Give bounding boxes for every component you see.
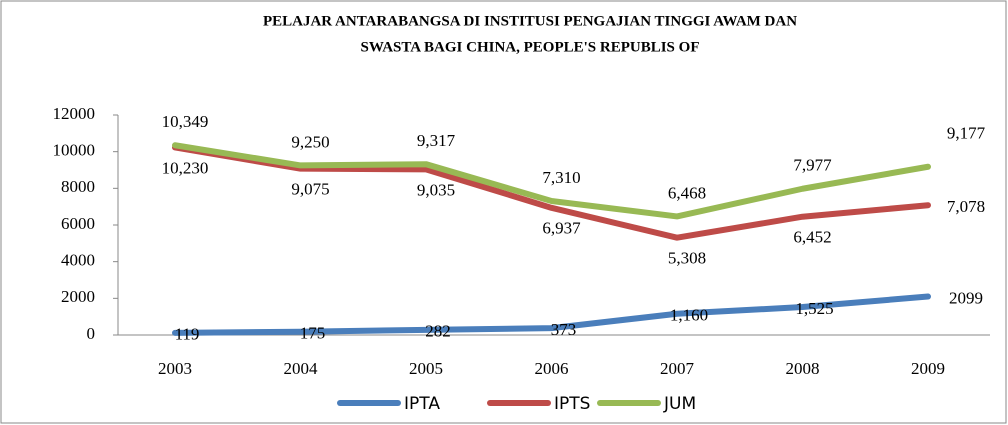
series-line [172,293,931,336]
data-label: 7,310 [542,168,580,187]
y-tick-label: 10000 [53,141,96,160]
data-label: 1,160 [670,306,708,325]
data-label: 373 [551,320,577,339]
y-tick-label: 0 [87,324,96,343]
data-label: 9,250 [291,132,329,151]
y-tick-label: 8000 [61,177,95,196]
legend-label: IPTA [404,394,440,414]
legend-label: IPTS [554,394,590,414]
data-label: 10,349 [162,112,209,131]
y-tick-label: 12000 [53,104,96,123]
data-label: 9,177 [947,124,986,143]
data-label: 6,468 [668,183,706,202]
data-label: 175 [300,324,326,343]
data-label: 2099 [949,288,983,307]
data-label: 1,525 [795,299,833,318]
x-tick-label: 2007 [660,359,695,378]
x-tick-label: 2006 [535,359,569,378]
data-label: 9,317 [417,131,456,150]
y-tick-label: 6000 [61,214,95,233]
data-label: 9,035 [417,180,455,199]
x-tick-label: 2009 [911,359,945,378]
x-tick-label: 2008 [786,359,820,378]
x-tick-label: 2005 [409,359,443,378]
y-tick-label: 4000 [61,251,95,270]
data-label: 119 [175,325,200,344]
data-label: 7,977 [793,156,832,175]
legend-label: JUM [663,394,696,414]
data-label: 282 [425,322,451,341]
series-line [172,142,931,220]
data-label: 10,230 [162,158,209,177]
data-label: 9,075 [291,180,329,199]
data-label: 7,078 [947,197,985,216]
x-tick-label: 2003 [158,359,192,378]
y-tick-label: 2000 [61,287,95,306]
x-tick-label: 2004 [284,359,319,378]
data-label: 6,937 [542,219,581,238]
data-label: 6,452 [793,228,831,247]
chart-title: PELAJAR ANTARABANGSA DI INSTITUSI PENGAJ… [263,13,797,29]
chart-title: SWASTA BAGI CHINA, PEOPLE'S REPUBLIS OF [361,39,700,55]
series-line [172,144,931,241]
data-label: 5,308 [668,249,706,268]
